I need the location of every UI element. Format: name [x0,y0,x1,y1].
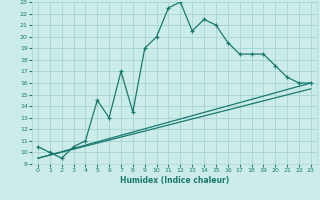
X-axis label: Humidex (Indice chaleur): Humidex (Indice chaleur) [120,176,229,185]
